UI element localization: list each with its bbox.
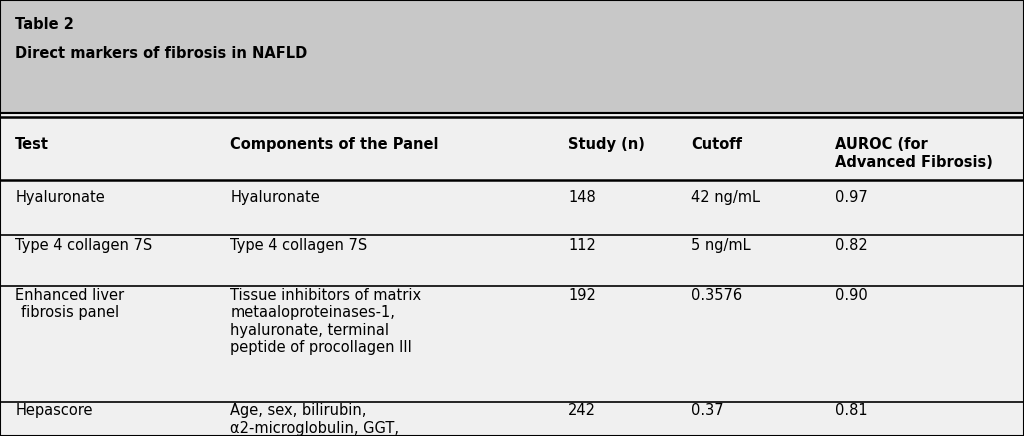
Text: Hyaluronate: Hyaluronate (15, 190, 105, 204)
Text: 0.3576: 0.3576 (691, 288, 742, 303)
Text: Tissue inhibitors of matrix
metaaloproteinases-1,
hyaluronate, terminal
peptide : Tissue inhibitors of matrix metaaloprote… (230, 288, 422, 355)
Text: Enhanced liver
fibrosis panel: Enhanced liver fibrosis panel (15, 288, 125, 320)
FancyBboxPatch shape (0, 113, 1024, 436)
Text: Components of the Panel: Components of the Panel (230, 137, 439, 152)
Text: 0.81: 0.81 (835, 403, 867, 418)
Text: 5 ng/mL: 5 ng/mL (691, 238, 751, 252)
Text: Type 4 collagen 7S: Type 4 collagen 7S (15, 238, 153, 252)
Text: 242: 242 (568, 403, 596, 418)
Text: 0.82: 0.82 (835, 238, 867, 252)
Text: 148: 148 (568, 190, 596, 204)
Text: Hepascore: Hepascore (15, 403, 93, 418)
Text: Cutoff: Cutoff (691, 137, 742, 152)
Text: 0.90: 0.90 (835, 288, 867, 303)
Text: 192: 192 (568, 288, 596, 303)
Text: Direct markers of fibrosis in NAFLD: Direct markers of fibrosis in NAFLD (15, 46, 307, 61)
Text: 0.97: 0.97 (835, 190, 867, 204)
FancyBboxPatch shape (0, 0, 1024, 113)
Text: Test: Test (15, 137, 49, 152)
Text: 112: 112 (568, 238, 596, 252)
Text: Table 2: Table 2 (15, 17, 74, 32)
Text: Study (n): Study (n) (568, 137, 645, 152)
Text: AUROC (for
Advanced Fibrosis): AUROC (for Advanced Fibrosis) (835, 137, 992, 170)
Text: Hyaluronate: Hyaluronate (230, 190, 321, 204)
Text: 42 ng/mL: 42 ng/mL (691, 190, 760, 204)
Text: 0.37: 0.37 (691, 403, 724, 418)
Text: Type 4 collagen 7S: Type 4 collagen 7S (230, 238, 368, 252)
Text: Age, sex, bilirubin,
α2-microglobulin, GGT,
and hyaluronate: Age, sex, bilirubin, α2-microglobulin, G… (230, 403, 399, 436)
